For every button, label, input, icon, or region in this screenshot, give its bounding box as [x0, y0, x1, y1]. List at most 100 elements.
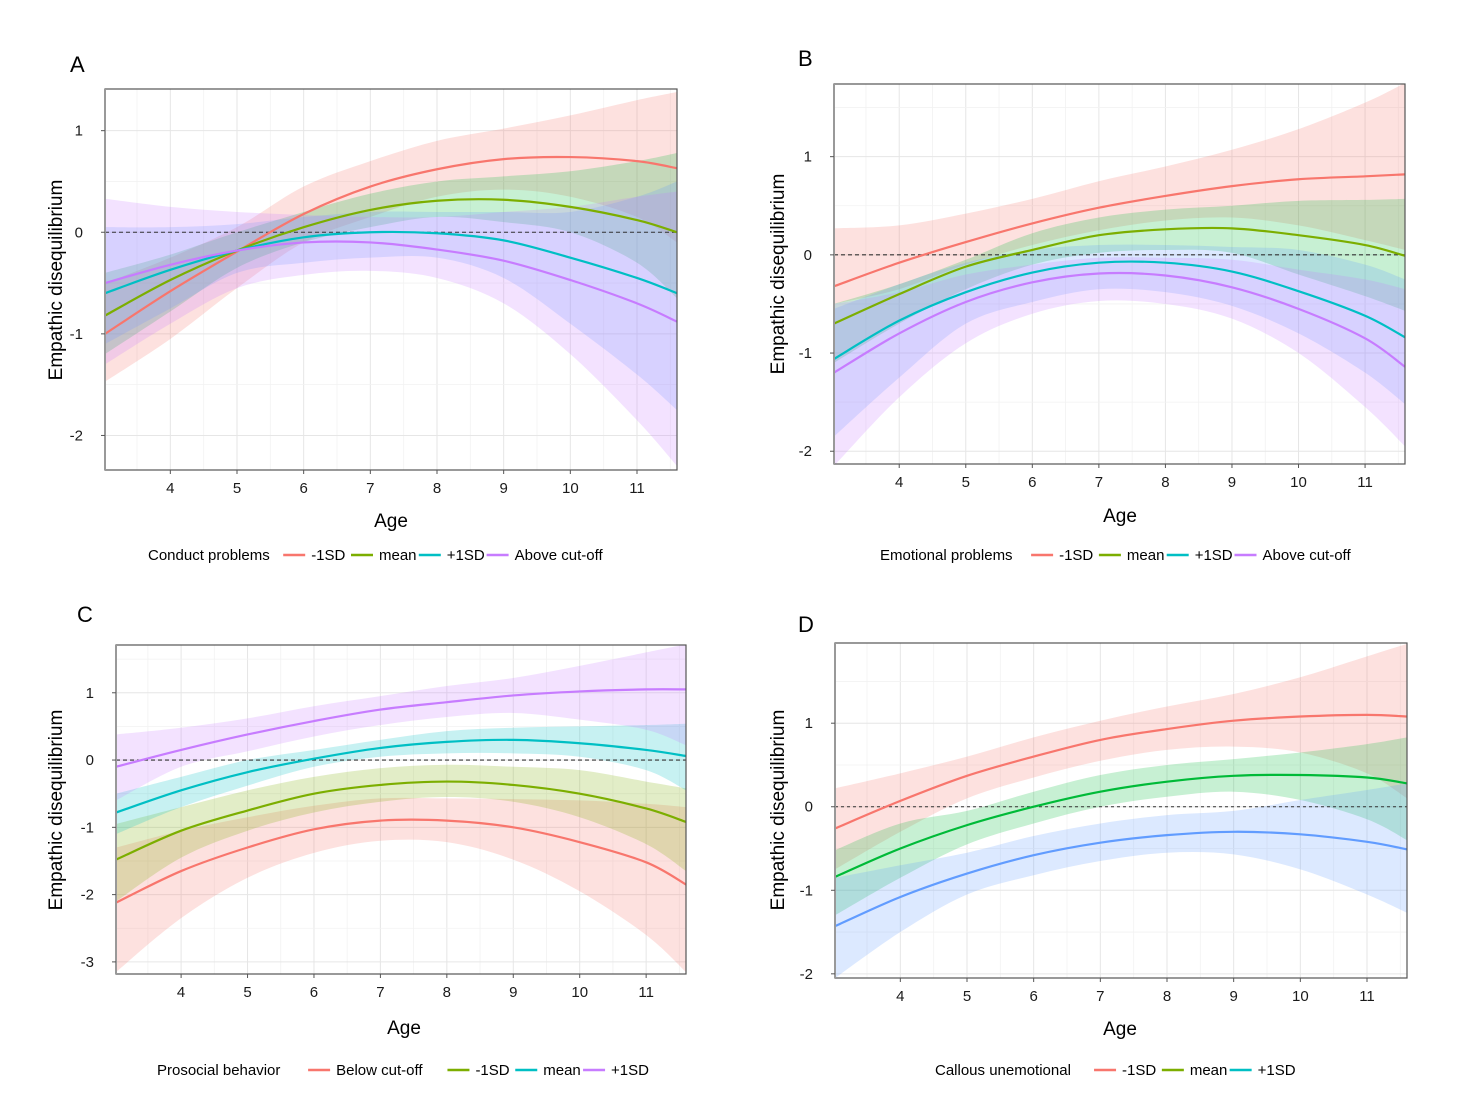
legend-label: Below cut-off	[336, 1062, 423, 1079]
series-lines	[105, 155, 677, 335]
legend-label: -1SD	[1059, 547, 1093, 564]
y-tick-label: -2	[799, 443, 812, 460]
ribbon--1sd	[105, 92, 677, 382]
plot-background	[116, 645, 686, 974]
x-tick-label: 10	[1290, 474, 1307, 491]
y-axis-title: Empathic disequilibrium	[46, 710, 67, 911]
plot-background	[105, 89, 677, 470]
x-tick-label: 11	[1359, 988, 1375, 1005]
x-tick-label: 5	[243, 984, 251, 1001]
y-tick-label: 0	[805, 799, 813, 816]
y-tick-label: -1	[799, 345, 812, 362]
y-axis-title: Empathic disequilibrium	[46, 180, 67, 381]
legend-item: mean	[515, 1062, 581, 1079]
legend-item: mean	[1098, 547, 1165, 564]
line-mean	[105, 198, 677, 317]
legend-label: mean	[1190, 1062, 1228, 1079]
x-tick-label: 7	[1095, 474, 1103, 491]
y-tick-label: -1	[81, 819, 94, 836]
x-tick-label: 4	[166, 480, 174, 497]
x-tick-label: 6	[310, 984, 318, 1001]
line--1sd	[835, 713, 1407, 830]
x-tick-label: 8	[433, 480, 441, 497]
legend-label: Above cut-off	[515, 547, 604, 564]
ribbon-above-cut-off	[834, 257, 1405, 464]
gridlines	[835, 643, 1407, 978]
legend-label: +1SD	[1258, 1062, 1296, 1079]
y-tick-label: 0	[86, 752, 94, 769]
plot-background	[835, 643, 1407, 978]
ribbon--1sd	[835, 643, 1407, 870]
ribbon-mean	[116, 723, 686, 835]
ribbon--1sd	[116, 764, 686, 902]
x-tick-label: 10	[1292, 988, 1309, 1005]
confidence-ribbons	[834, 84, 1405, 464]
panel-letter: C	[77, 602, 93, 627]
x-tick-label: 5	[963, 988, 971, 1005]
legend: Prosocial behavior Below cut-off -1SD mean +…	[157, 1062, 649, 1079]
legend-label: mean	[543, 1062, 581, 1079]
y-axis-title: Empathic disequilibrium	[768, 710, 789, 911]
legend: Conduct problems -1SD mean +1SD Above cut-of…	[148, 547, 604, 564]
legend-label: +1SD	[1195, 547, 1233, 564]
legend-item: -1SD	[1094, 1062, 1156, 1079]
gridlines	[834, 84, 1405, 464]
panel-letter: B	[798, 46, 813, 71]
ribbon--1sd	[834, 244, 1405, 437]
legend-title: Callous unemotional	[935, 1062, 1071, 1079]
panel-a: A 4 5 6 7 8 9 10 11 -2 -1 0 1 Age Empathic disequilibr…	[46, 52, 678, 564]
legend-item: +1SD	[583, 1062, 649, 1079]
x-tick-label: 11	[638, 984, 654, 1001]
x-axis-title: Age	[1103, 1019, 1137, 1040]
x-tick-label: 7	[376, 984, 384, 1001]
y-tick-label: 1	[804, 149, 812, 166]
legend-item: mean	[351, 547, 417, 564]
legend-title: Emotional problems	[880, 547, 1013, 564]
x-tick-label: 7	[366, 480, 374, 497]
y-tick-label: -2	[81, 887, 94, 904]
x-tick-label: 8	[443, 984, 451, 1001]
x-tick-label: 8	[1161, 474, 1169, 491]
y-tick-label: 1	[805, 715, 813, 732]
ribbon-above-cut-off	[105, 191, 677, 466]
x-tick-label: 9	[1229, 988, 1237, 1005]
series-lines	[835, 713, 1407, 928]
x-tick-label: 9	[499, 480, 507, 497]
legend: Emotional problems -1SD mean +1SD Above cut-…	[880, 547, 1351, 564]
legend-item: Below cut-off	[308, 1062, 423, 1079]
ribbon-mean	[834, 198, 1405, 363]
x-tick-label: 5	[962, 474, 970, 491]
legend-label: mean	[1127, 547, 1165, 564]
y-tick-label: -2	[70, 427, 83, 444]
legend-item: +1SD	[1229, 1062, 1296, 1079]
line-mean	[834, 226, 1405, 325]
x-tick-label: 5	[233, 480, 241, 497]
y-axis-title: Empathic disequilibrium	[768, 174, 789, 375]
line--1sd	[105, 155, 677, 335]
x-tick-label: 6	[1028, 474, 1036, 491]
panel-b: B 4 5 6 7 8 9 10 11 -2 -1 0 1 Age Empathic disequilibr…	[768, 46, 1406, 564]
line-below-cut-off	[116, 818, 686, 904]
line--1sd	[116, 688, 686, 768]
ribbon-below-cut-off	[116, 797, 686, 972]
legend-label: -1SD	[1122, 1062, 1156, 1079]
x-tick-label: 8	[1163, 988, 1171, 1005]
x-tick-label: 11	[1357, 474, 1373, 491]
panel-c: C 4 5 6 7 8 9 10 11 -3 -2 -1 0 1 Age Empathic disequili…	[46, 602, 687, 1079]
x-axis-title: Age	[374, 511, 408, 532]
legend-title: Conduct problems	[148, 547, 270, 564]
legend-item: -1SD	[283, 547, 346, 564]
ribbon--1sd	[834, 84, 1405, 304]
x-tick-label: 4	[896, 988, 904, 1005]
legend-item: Above cut-off	[1234, 547, 1351, 564]
panel-letter: D	[798, 612, 814, 637]
legend-title: Prosocial behavior	[157, 1062, 280, 1079]
legend-label: mean	[379, 547, 417, 564]
x-tick-label: 9	[1228, 474, 1236, 491]
ribbon--1sd	[105, 181, 677, 411]
y-tick-label: -1	[70, 326, 83, 343]
legend-label: +1SD	[447, 547, 485, 564]
line-above-cut-off	[834, 271, 1405, 374]
confidence-ribbons	[105, 92, 677, 466]
legend-item: -1SD	[447, 1062, 510, 1079]
